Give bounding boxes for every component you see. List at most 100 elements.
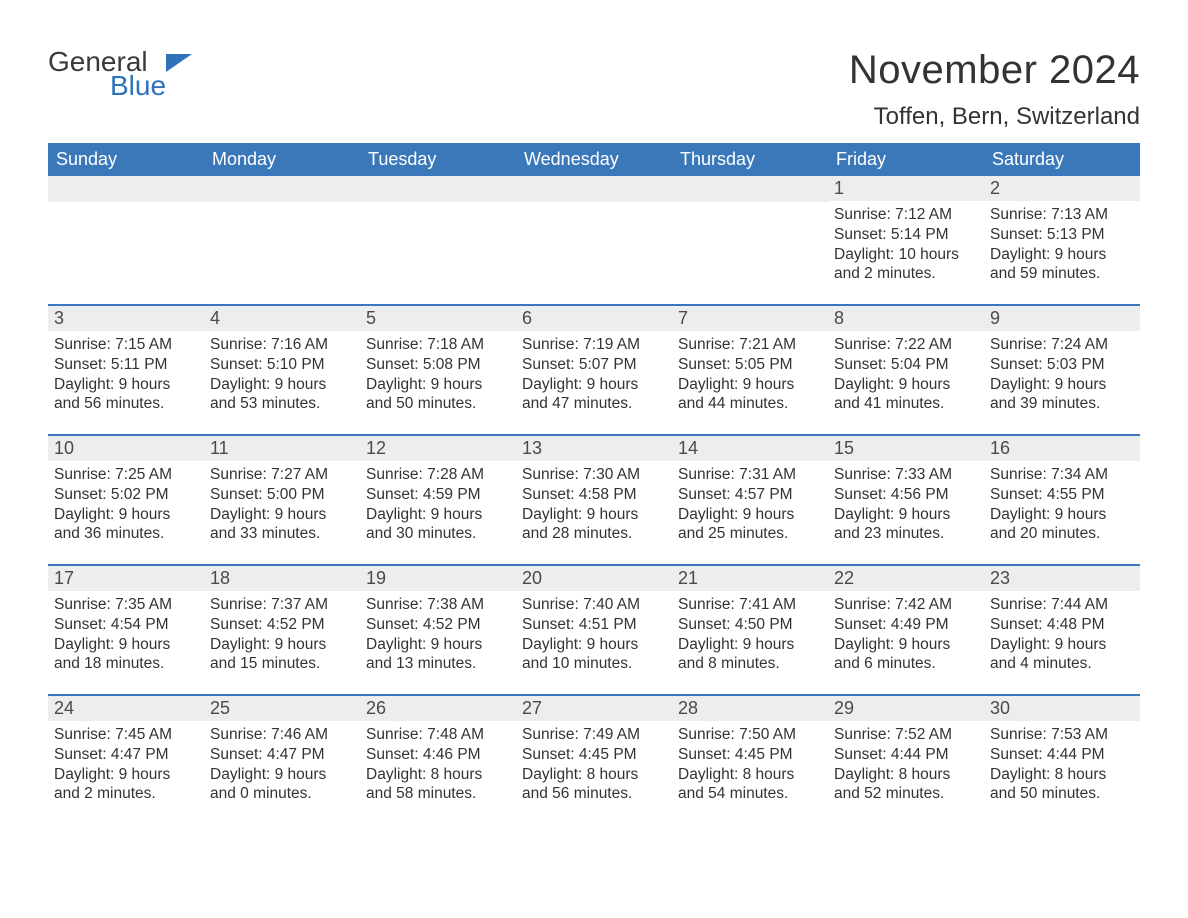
day-cell: 13Sunrise: 7:30 AMSunset: 4:58 PMDayligh… xyxy=(516,436,672,554)
day-of-week-header: SundayMondayTuesdayWednesdayThursdayFrid… xyxy=(48,143,1140,176)
sunset-line: Sunset: 5:10 PM xyxy=(210,355,354,375)
sunset-line: Sunset: 5:14 PM xyxy=(834,225,978,245)
day-body: Sunrise: 7:46 AMSunset: 4:47 PMDaylight:… xyxy=(210,725,354,804)
calendar: SundayMondayTuesdayWednesdayThursdayFrid… xyxy=(48,143,1140,814)
day-cell: 20Sunrise: 7:40 AMSunset: 4:51 PMDayligh… xyxy=(516,566,672,684)
daylight-line: Daylight: 9 hours and 53 minutes. xyxy=(210,375,354,415)
day-body: Sunrise: 7:42 AMSunset: 4:49 PMDaylight:… xyxy=(834,595,978,674)
sunrise-line: Sunrise: 7:24 AM xyxy=(990,335,1134,355)
daylight-line: Daylight: 9 hours and 18 minutes. xyxy=(54,635,198,675)
sunrise-line: Sunrise: 7:46 AM xyxy=(210,725,354,745)
day-body: Sunrise: 7:44 AMSunset: 4:48 PMDaylight:… xyxy=(990,595,1134,674)
sunset-line: Sunset: 4:45 PM xyxy=(522,745,666,765)
sunrise-line: Sunrise: 7:12 AM xyxy=(834,205,978,225)
day-body: Sunrise: 7:35 AMSunset: 4:54 PMDaylight:… xyxy=(54,595,198,674)
empty-daynum-bar xyxy=(204,176,360,202)
sunrise-line: Sunrise: 7:15 AM xyxy=(54,335,198,355)
week-row: 24 Sunrise: 7:45 AMSunset: 4:47 PMDayligh… xyxy=(48,694,1140,814)
sunset-line: Sunset: 4:56 PM xyxy=(834,485,978,505)
week-row: 1Sunrise: 7:12 AMSunset: 5:14 PMDaylight… xyxy=(48,176,1140,294)
day-body: Sunrise: 7:37 AMSunset: 4:52 PMDaylight:… xyxy=(210,595,354,674)
day-number: 27 xyxy=(516,696,672,721)
day-number: 21 xyxy=(672,566,828,591)
dow-cell: Friday xyxy=(828,143,984,176)
day-body: Sunrise: 7:27 AMSunset: 5:00 PMDaylight:… xyxy=(210,465,354,544)
day-number: 6 xyxy=(516,306,672,331)
sunset-line: Sunset: 5:02 PM xyxy=(54,485,198,505)
day-cell: 12Sunrise: 7:28 AMSunset: 4:59 PMDayligh… xyxy=(360,436,516,554)
day-cell xyxy=(48,176,204,294)
day-cell: 28 Sunrise: 7:50 AMSunset: 4:45 PMDayligh… xyxy=(672,696,828,814)
daylight-line: Daylight: 9 hours and 6 minutes. xyxy=(834,635,978,675)
sunset-line: Sunset: 5:05 PM xyxy=(678,355,822,375)
day-cell: 11Sunrise: 7:27 AMSunset: 5:00 PMDayligh… xyxy=(204,436,360,554)
sunrise-line: Sunrise: 7:40 AM xyxy=(522,595,666,615)
empty-daynum-bar xyxy=(48,176,204,202)
sunset-line: Sunset: 4:50 PM xyxy=(678,615,822,635)
day-body: Sunrise: 7:50 AMSunset: 4:45 PMDaylight:… xyxy=(678,725,822,804)
sunrise-line: Sunrise: 7:52 AM xyxy=(834,725,978,745)
daylight-line: Daylight: 9 hours and 25 minutes. xyxy=(678,505,822,545)
day-body: Sunrise: 7:45 AMSunset: 4:47 PMDaylight:… xyxy=(54,725,198,804)
dow-cell: Wednesday xyxy=(516,143,672,176)
day-cell: 24 Sunrise: 7:45 AMSunset: 4:47 PMDayligh… xyxy=(48,696,204,814)
sunset-line: Sunset: 5:03 PM xyxy=(990,355,1134,375)
day-body: Sunrise: 7:53 AMSunset: 4:44 PMDaylight:… xyxy=(990,725,1134,804)
day-body: Sunrise: 7:24 AMSunset: 5:03 PMDaylight:… xyxy=(990,335,1134,414)
day-number: 24 xyxy=(48,696,204,721)
day-number: 8 xyxy=(828,306,984,331)
day-body: Sunrise: 7:22 AMSunset: 5:04 PMDaylight:… xyxy=(834,335,978,414)
sunrise-line: Sunrise: 7:50 AM xyxy=(678,725,822,745)
day-cell xyxy=(204,176,360,294)
day-number: 20 xyxy=(516,566,672,591)
title-block: November 2024 Toffen, Bern, Switzerland xyxy=(849,48,1140,131)
daylight-line: Daylight: 9 hours and 56 minutes. xyxy=(54,375,198,415)
day-cell: 8 Sunrise: 7:22 AMSunset: 5:04 PMDaylight… xyxy=(828,306,984,424)
day-number: 1 xyxy=(828,176,984,201)
daylight-line: Daylight: 8 hours and 54 minutes. xyxy=(678,765,822,805)
day-cell: 5Sunrise: 7:18 AMSunset: 5:08 PMDaylight… xyxy=(360,306,516,424)
logo-text: General Blue xyxy=(48,48,166,100)
sunrise-line: Sunrise: 7:42 AM xyxy=(834,595,978,615)
week-row: 17Sunrise: 7:35 AMSunset: 4:54 PMDayligh… xyxy=(48,564,1140,684)
sunrise-line: Sunrise: 7:22 AM xyxy=(834,335,978,355)
day-cell: 15Sunrise: 7:33 AMSunset: 4:56 PMDayligh… xyxy=(828,436,984,554)
sunrise-line: Sunrise: 7:13 AM xyxy=(990,205,1134,225)
sunset-line: Sunset: 5:08 PM xyxy=(366,355,510,375)
sunrise-line: Sunrise: 7:48 AM xyxy=(366,725,510,745)
week-row: 3Sunrise: 7:15 AMSunset: 5:11 PMDaylight… xyxy=(48,304,1140,424)
day-body: Sunrise: 7:19 AMSunset: 5:07 PMDaylight:… xyxy=(522,335,666,414)
sunset-line: Sunset: 4:44 PM xyxy=(834,745,978,765)
dow-cell: Thursday xyxy=(672,143,828,176)
sunset-line: Sunset: 4:51 PM xyxy=(522,615,666,635)
day-cell: 19Sunrise: 7:38 AMSunset: 4:52 PMDayligh… xyxy=(360,566,516,684)
sunset-line: Sunset: 4:52 PM xyxy=(366,615,510,635)
daylight-line: Daylight: 9 hours and 28 minutes. xyxy=(522,505,666,545)
day-body: Sunrise: 7:31 AMSunset: 4:57 PMDaylight:… xyxy=(678,465,822,544)
sunset-line: Sunset: 4:45 PM xyxy=(678,745,822,765)
day-body: Sunrise: 7:28 AMSunset: 4:59 PMDaylight:… xyxy=(366,465,510,544)
daylight-line: Daylight: 9 hours and 23 minutes. xyxy=(834,505,978,545)
sunset-line: Sunset: 4:44 PM xyxy=(990,745,1134,765)
day-number: 28 xyxy=(672,696,828,721)
day-cell: 9Sunrise: 7:24 AMSunset: 5:03 PMDaylight… xyxy=(984,306,1140,424)
sunset-line: Sunset: 4:52 PM xyxy=(210,615,354,635)
day-number: 4 xyxy=(204,306,360,331)
sunrise-line: Sunrise: 7:41 AM xyxy=(678,595,822,615)
daylight-line: Daylight: 9 hours and 30 minutes. xyxy=(366,505,510,545)
dow-cell: Saturday xyxy=(984,143,1140,176)
day-cell xyxy=(360,176,516,294)
day-number: 7 xyxy=(672,306,828,331)
day-number: 25 xyxy=(204,696,360,721)
daylight-line: Daylight: 9 hours and 39 minutes. xyxy=(990,375,1134,415)
day-body: Sunrise: 7:21 AMSunset: 5:05 PMDaylight:… xyxy=(678,335,822,414)
day-body: Sunrise: 7:49 AMSunset: 4:45 PMDaylight:… xyxy=(522,725,666,804)
week-row: 10Sunrise: 7:25 AMSunset: 5:02 PMDayligh… xyxy=(48,434,1140,554)
day-body: Sunrise: 7:52 AMSunset: 4:44 PMDaylight:… xyxy=(834,725,978,804)
day-body: Sunrise: 7:13 AMSunset: 5:13 PMDaylight:… xyxy=(990,205,1134,284)
day-cell: 29Sunrise: 7:52 AMSunset: 4:44 PMDayligh… xyxy=(828,696,984,814)
daylight-line: Daylight: 8 hours and 52 minutes. xyxy=(834,765,978,805)
sunrise-line: Sunrise: 7:18 AM xyxy=(366,335,510,355)
day-cell: 1Sunrise: 7:12 AMSunset: 5:14 PMDaylight… xyxy=(828,176,984,294)
day-number: 10 xyxy=(48,436,204,461)
